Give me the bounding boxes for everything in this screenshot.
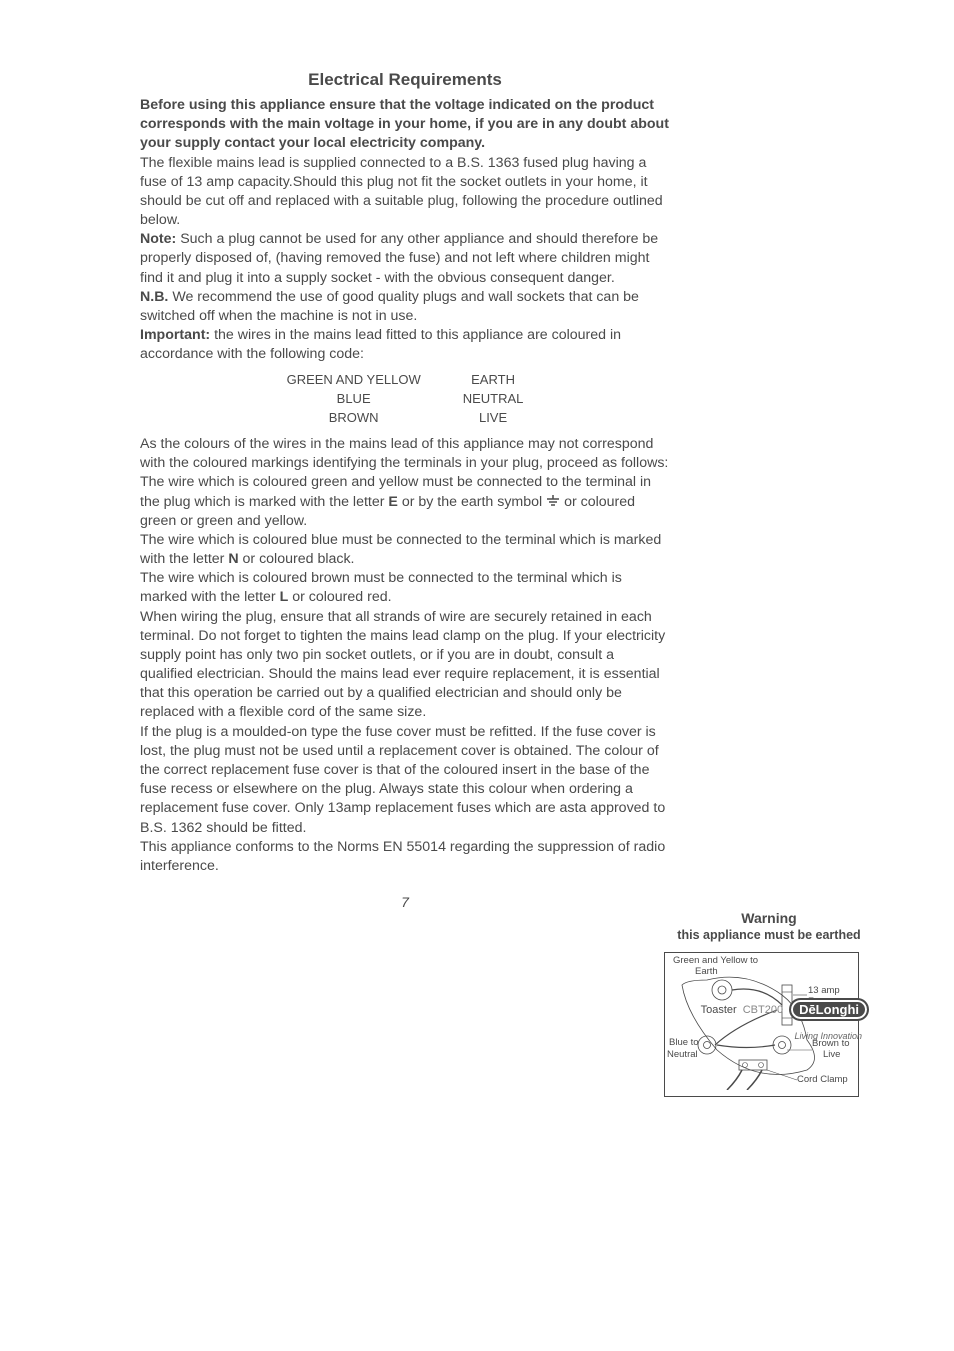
- plug-label-earth: Earth: [695, 967, 718, 977]
- important-text: the wires in the mains lead fitted to th…: [140, 327, 621, 362]
- wire-color: BLUE: [267, 391, 441, 408]
- para-n2: or coloured black.: [239, 551, 355, 567]
- important-label: Important:: [140, 327, 210, 343]
- warning-subtitle: this appliance must be earthed: [664, 928, 874, 942]
- product-model: CBT200: [743, 1004, 783, 1016]
- main-column: Electrical Requirements Before using thi…: [140, 70, 670, 910]
- table-row: BROWN LIVE: [267, 410, 544, 427]
- product-name: Toaster: [701, 1004, 737, 1016]
- letter-e: E: [388, 494, 397, 510]
- plug-label-brown2: Live: [823, 1050, 840, 1060]
- table-row: GREEN AND YELLOW EARTH: [267, 372, 544, 389]
- para-flexible: The flexible mains lead is supplied conn…: [140, 155, 663, 229]
- note-label: Note:: [140, 231, 176, 247]
- body-text: As the colours of the wires in the mains…: [140, 435, 670, 876]
- para-wiring: When wiring the plug, ensure that all st…: [140, 609, 665, 721]
- para-l2: or coloured red.: [288, 589, 391, 605]
- plug-diagram: Green and Yellow to Earth 13 amp Fuse Bl…: [664, 952, 859, 1097]
- page-footer: Toaster CBT200 DēLonghi: [701, 998, 869, 1021]
- wire-terminal: EARTH: [443, 372, 544, 389]
- letter-l: L: [280, 589, 289, 605]
- wire-color: BROWN: [267, 410, 441, 427]
- wire-color: GREEN AND YELLOW: [267, 372, 441, 389]
- para-norms: This appliance conforms to the Norms EN …: [140, 839, 665, 874]
- wire-color-table: GREEN AND YELLOW EARTH BLUE NEUTRAL BROW…: [265, 370, 546, 429]
- para-moulded: If the plug is a moulded-on type the fus…: [140, 724, 665, 836]
- para-colours: As the colours of the wires in the mains…: [140, 436, 668, 471]
- wire-terminal: LIVE: [443, 410, 544, 427]
- brand-logo: DēLonghi: [789, 998, 869, 1021]
- nb-label: N.B.: [140, 289, 168, 305]
- plug-label-gy: Green and Yellow to: [673, 956, 758, 966]
- para-n1: The wire which is coloured blue must be …: [140, 532, 661, 567]
- plug-label-blue: Blue to: [669, 1038, 699, 1048]
- brand-tagline: Living Innovation: [794, 1031, 862, 1041]
- letter-n: N: [228, 551, 238, 567]
- table-row: BLUE NEUTRAL: [267, 391, 544, 408]
- intro-bold: Before using this appliance ensure that …: [140, 97, 669, 151]
- wire-terminal: NEUTRAL: [443, 391, 544, 408]
- earth-symbol-icon: [546, 495, 560, 509]
- para-e2: or by the earth symbol: [398, 494, 546, 510]
- body-text: Before using this appliance ensure that …: [140, 96, 670, 364]
- page-number: 7: [140, 894, 670, 910]
- section-title: Electrical Requirements: [140, 70, 670, 90]
- plug-label-neutral: Neutral: [667, 1050, 698, 1060]
- plug-label-cord: Cord Clamp: [797, 1075, 848, 1085]
- note-text: Such a plug cannot be used for any other…: [140, 231, 658, 285]
- plug-label-fuse1: 13 amp: [808, 986, 840, 996]
- nb-text: We recommend the use of good quality plu…: [140, 289, 639, 324]
- warning-title: Warning: [664, 910, 874, 926]
